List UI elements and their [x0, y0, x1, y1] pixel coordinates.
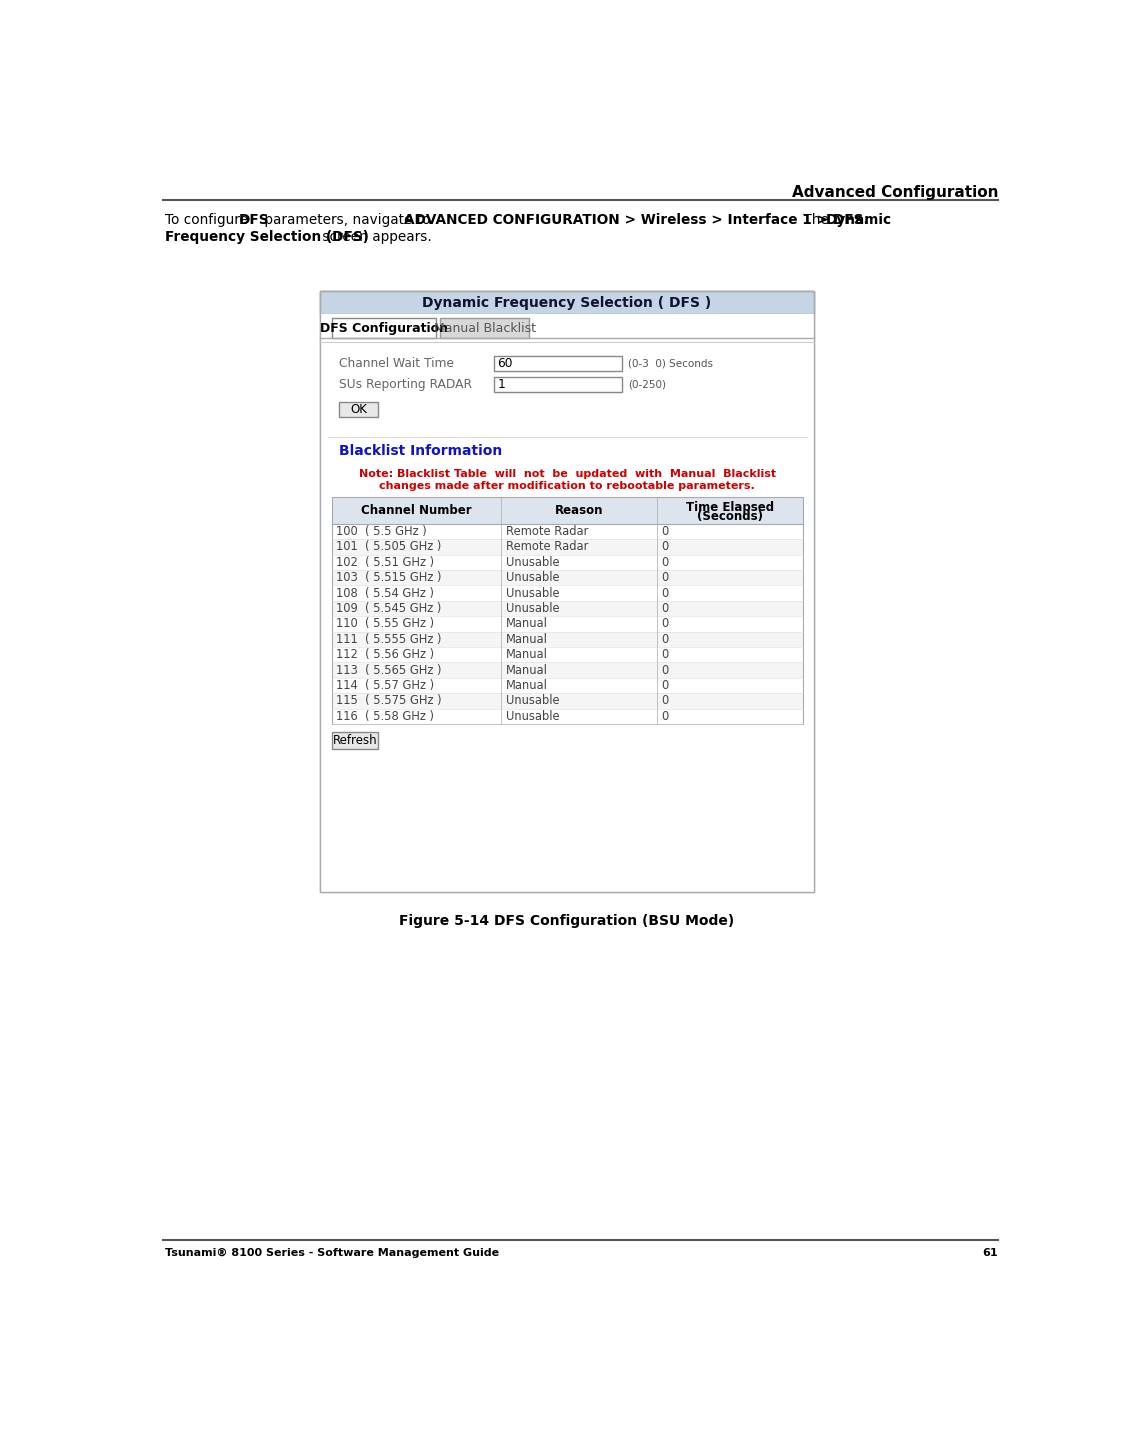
Text: 115  ( 5.575 GHz ): 115 ( 5.575 GHz ) — [337, 695, 442, 707]
Bar — [332, 677, 802, 693]
Text: Unusable: Unusable — [505, 556, 560, 569]
Bar — [494, 357, 622, 371]
Text: 111  ( 5.555 GHz ): 111 ( 5.555 GHz ) — [337, 633, 442, 646]
Text: Dynamic Frequency Selection ( DFS ): Dynamic Frequency Selection ( DFS ) — [423, 296, 712, 309]
Text: 0: 0 — [662, 601, 668, 614]
Text: Unusable: Unusable — [505, 587, 560, 600]
Text: Manual Blacklist: Manual Blacklist — [434, 322, 536, 335]
Text: 100  ( 5.5 GHz ): 100 ( 5.5 GHz ) — [337, 526, 427, 538]
Text: Unusable: Unusable — [505, 710, 560, 723]
Text: Manual: Manual — [505, 663, 547, 676]
Text: 0: 0 — [662, 617, 668, 630]
Bar — [320, 291, 815, 892]
Bar — [494, 377, 622, 392]
Text: 0: 0 — [662, 587, 668, 600]
Text: Channel Number: Channel Number — [361, 504, 471, 517]
Text: ADVANCED CONFIGURATION > Wireless > Interface 1 > DFS.: ADVANCED CONFIGURATION > Wireless > Inte… — [403, 213, 868, 228]
Text: (0-3  0) Seconds: (0-3 0) Seconds — [629, 358, 714, 368]
Bar — [332, 497, 802, 725]
Bar — [332, 693, 802, 709]
Bar — [332, 663, 802, 677]
Bar — [332, 538, 802, 554]
Bar — [332, 570, 802, 586]
Text: Unusable: Unusable — [505, 695, 560, 707]
Text: To configure: To configure — [165, 213, 253, 228]
Text: Remote Radar: Remote Radar — [505, 526, 588, 538]
Text: 112  ( 5.56 GHz ): 112 ( 5.56 GHz ) — [337, 649, 434, 662]
Text: Channel Wait Time: Channel Wait Time — [339, 357, 454, 369]
Text: Manual: Manual — [505, 633, 547, 646]
Text: Tsunami® 8100 Series - Software Management Guide: Tsunami® 8100 Series - Software Manageme… — [165, 1247, 499, 1257]
Text: DFS: DFS — [239, 213, 270, 228]
Text: 1: 1 — [497, 378, 505, 391]
Text: 0: 0 — [662, 526, 668, 538]
Bar — [332, 632, 802, 647]
Text: OK: OK — [350, 404, 367, 417]
Text: Advanced Configuration: Advanced Configuration — [792, 185, 998, 200]
Text: Time Elapsed: Time Elapsed — [685, 501, 774, 514]
Text: 116  ( 5.58 GHz ): 116 ( 5.58 GHz ) — [337, 710, 434, 723]
Text: 60: 60 — [497, 357, 513, 369]
Bar — [332, 709, 802, 725]
Text: 0: 0 — [662, 571, 668, 584]
Text: 0: 0 — [662, 663, 668, 676]
Text: Reason: Reason — [555, 504, 603, 517]
Text: The: The — [799, 213, 833, 228]
Text: 103  ( 5.515 GHz ): 103 ( 5.515 GHz ) — [337, 571, 442, 584]
Bar — [332, 586, 802, 601]
Text: 109  ( 5.545 GHz ): 109 ( 5.545 GHz ) — [337, 601, 442, 614]
Bar — [320, 291, 815, 892]
Text: 0: 0 — [662, 556, 668, 569]
Text: Note: Blacklist Table  will  not  be  updated  with  Manual  Blacklist: Note: Blacklist Table will not be update… — [358, 468, 776, 478]
Bar — [320, 291, 815, 314]
Bar — [332, 616, 802, 632]
Bar — [440, 318, 529, 338]
Text: Manual: Manual — [505, 617, 547, 630]
Bar — [332, 554, 802, 570]
Text: DFS Configuration: DFS Configuration — [320, 322, 448, 335]
Text: 102  ( 5.51 GHz ): 102 ( 5.51 GHz ) — [337, 556, 434, 569]
Text: Figure 5-14 DFS Configuration (BSU Mode): Figure 5-14 DFS Configuration (BSU Mode) — [400, 914, 734, 928]
Bar — [332, 318, 436, 338]
Text: 0: 0 — [662, 649, 668, 662]
Text: screen appears.: screen appears. — [318, 231, 432, 245]
Bar — [332, 601, 802, 616]
Bar — [332, 647, 802, 663]
Text: Refresh: Refresh — [332, 735, 377, 748]
Text: Manual: Manual — [505, 649, 547, 662]
Text: Dynamic: Dynamic — [826, 213, 892, 228]
Bar — [339, 402, 378, 418]
Text: Blacklist Information: Blacklist Information — [339, 444, 503, 458]
Text: Remote Radar: Remote Radar — [505, 540, 588, 553]
Text: (0-250): (0-250) — [629, 379, 666, 390]
Text: 110  ( 5.55 GHz ): 110 ( 5.55 GHz ) — [337, 617, 434, 630]
Text: 0: 0 — [662, 710, 668, 723]
Text: 113  ( 5.565 GHz ): 113 ( 5.565 GHz ) — [337, 663, 442, 676]
Text: 0: 0 — [662, 679, 668, 692]
Text: changes made after modification to rebootable parameters.: changes made after modification to reboo… — [380, 481, 755, 491]
Text: Unusable: Unusable — [505, 601, 560, 614]
Text: Frequency Selection (DFS): Frequency Selection (DFS) — [165, 231, 368, 245]
Text: 101  ( 5.505 GHz ): 101 ( 5.505 GHz ) — [337, 540, 442, 553]
Text: Manual: Manual — [505, 679, 547, 692]
Text: 0: 0 — [662, 695, 668, 707]
Bar — [332, 497, 802, 524]
Text: Unusable: Unusable — [505, 571, 560, 584]
Text: parameters, navigate to: parameters, navigate to — [261, 213, 435, 228]
Bar — [320, 314, 815, 892]
Text: SUs Reporting RADAR: SUs Reporting RADAR — [339, 378, 472, 391]
Text: 61: 61 — [982, 1247, 998, 1257]
Text: (Seconds): (Seconds) — [697, 510, 763, 523]
Text: 108  ( 5.54 GHz ): 108 ( 5.54 GHz ) — [337, 587, 434, 600]
Text: 114  ( 5.57 GHz ): 114 ( 5.57 GHz ) — [337, 679, 434, 692]
Bar — [332, 732, 378, 749]
Text: 0: 0 — [662, 633, 668, 646]
Bar — [332, 524, 802, 538]
Text: 0: 0 — [662, 540, 668, 553]
